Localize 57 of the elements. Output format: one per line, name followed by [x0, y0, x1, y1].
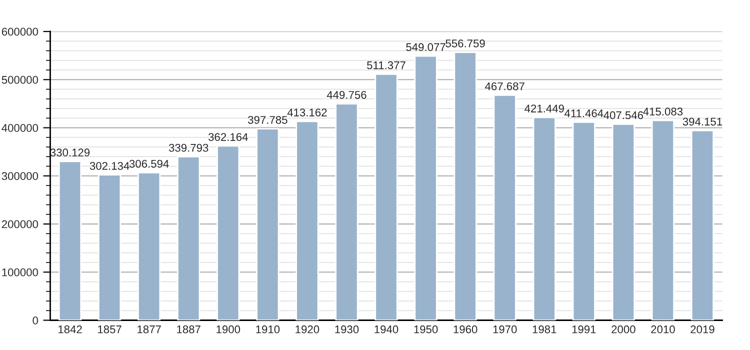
- bar: [256, 128, 280, 320]
- y-tick-label: 600000: [2, 28, 38, 36]
- data-label: 556.759: [446, 39, 485, 48]
- x-tick-label: 1930: [335, 325, 359, 334]
- x-tick-label: 1900: [216, 325, 240, 334]
- bar: [414, 55, 438, 320]
- x-tick-label: 1920: [296, 325, 320, 334]
- y-tick-label: 0: [32, 316, 38, 324]
- y-tick-label: 500000: [2, 76, 38, 84]
- bar: [493, 94, 516, 320]
- data-label: 549.077: [406, 43, 446, 52]
- x-tick-label: 1877: [138, 325, 161, 334]
- bar: [216, 145, 240, 320]
- x-tick-label: 1950: [414, 325, 438, 334]
- bar: [177, 156, 200, 320]
- x-tick-label: 1991: [572, 325, 596, 334]
- y-tick-label: 100000: [2, 268, 38, 276]
- bar: [138, 172, 161, 320]
- y-tick-label: 200000: [2, 220, 38, 228]
- x-tick-label: 1960: [454, 325, 478, 334]
- x-tick-label: 1842: [58, 325, 82, 334]
- x-tick-label: 1887: [177, 325, 200, 334]
- x-tick-label: 1970: [493, 325, 517, 334]
- x-tick-label: 1910: [256, 325, 280, 334]
- y-tick-label: 400000: [2, 124, 38, 132]
- bar: [690, 130, 714, 320]
- bar: [454, 52, 477, 320]
- x-tick-label: 1940: [374, 325, 398, 334]
- x-tick-label: 2000: [612, 325, 636, 334]
- bar: [98, 174, 122, 320]
- bar: [532, 116, 556, 320]
- data-label: 415.083: [643, 108, 683, 116]
- data-label: 394.151: [682, 118, 722, 126]
- bar: [651, 120, 675, 320]
- data-label: 397.785: [248, 116, 288, 124]
- data-label: 449.756: [326, 90, 366, 99]
- data-label: 302.134: [90, 162, 130, 170]
- data-label: 511.377: [367, 61, 406, 70]
- bar: [612, 123, 635, 320]
- bar: [374, 73, 398, 320]
- data-label: 421.449: [524, 104, 564, 112]
- data-label: 339.793: [168, 144, 208, 152]
- data-label: 411.464: [564, 109, 604, 118]
- bar: [58, 160, 82, 320]
- data-label: 362.164: [208, 133, 248, 141]
- data-label: 413.162: [287, 108, 327, 116]
- data-label: 467.687: [485, 82, 524, 90]
- bar: [335, 103, 358, 320]
- bar: [296, 120, 319, 320]
- x-tick-label: 2019: [690, 325, 714, 334]
- data-label: 306.594: [129, 160, 169, 168]
- x-tick-label: 1981: [532, 325, 556, 334]
- bar: [572, 122, 596, 320]
- data-label: 407.546: [604, 111, 644, 120]
- x-tick-label: 1857: [98, 325, 122, 334]
- y-tick-label: 300000: [2, 172, 38, 180]
- x-tick-label: 2010: [651, 325, 675, 334]
